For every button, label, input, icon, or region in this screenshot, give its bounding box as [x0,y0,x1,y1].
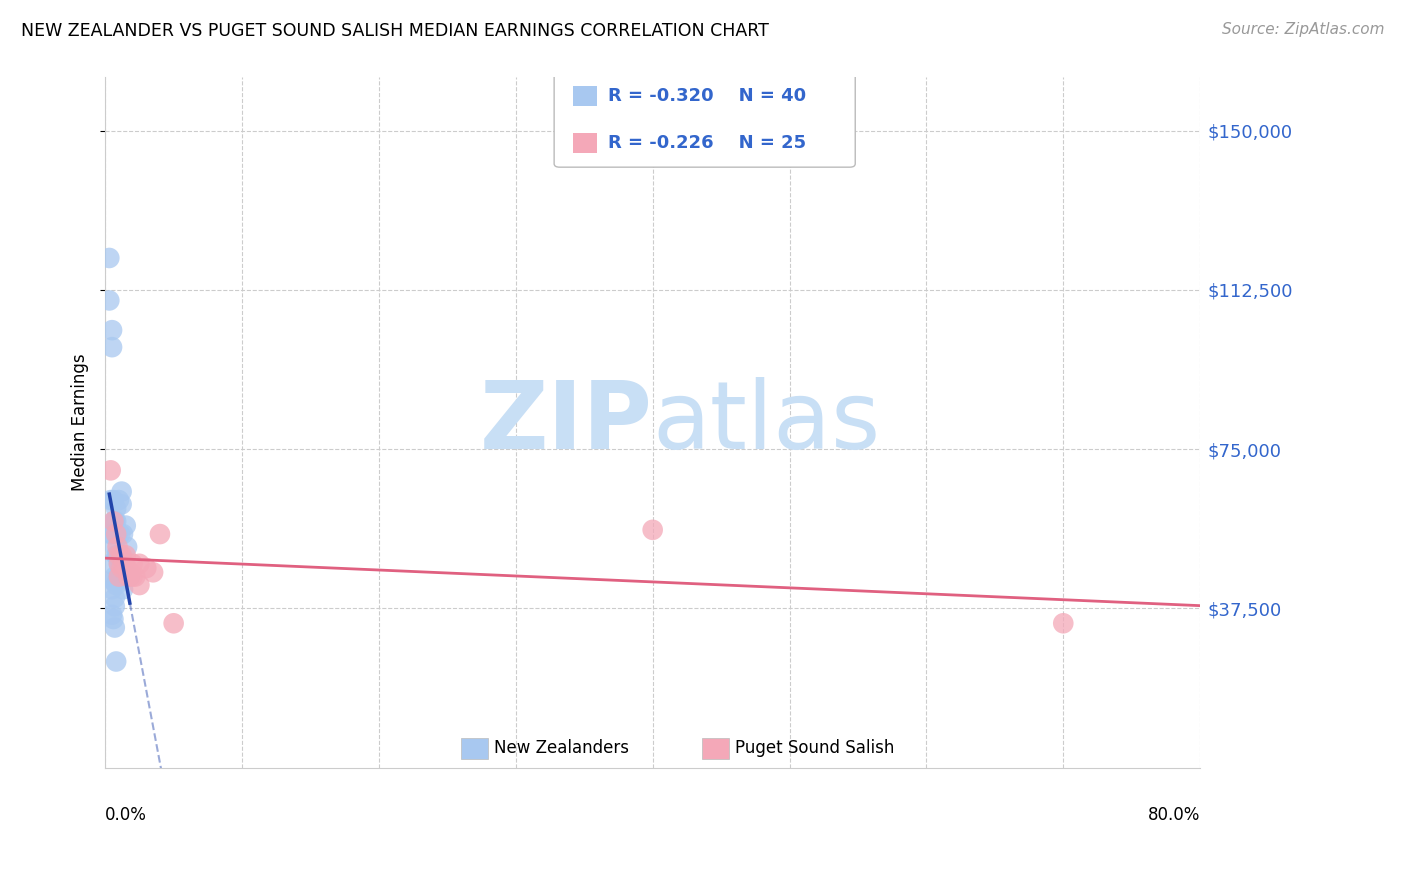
Text: New Zealanders: New Zealanders [494,739,628,757]
Text: 80.0%: 80.0% [1147,805,1201,823]
Point [103,574,125,588]
Point [114,518,136,533]
Point [105,655,128,669]
Point [107,549,129,563]
Point [115,540,138,554]
Text: Source: ZipAtlas.com: Source: ZipAtlas.com [1222,22,1385,37]
Bar [461,738,488,759]
Text: R = -0.320    N = 40: R = -0.320 N = 40 [607,87,806,105]
Text: atlas: atlas [652,376,882,468]
Point [108,557,131,571]
Text: R = -0.226    N = 25: R = -0.226 N = 25 [607,134,806,152]
Point [111,484,134,499]
Point [108,493,131,508]
Bar [702,738,730,759]
Point [111,561,134,575]
Y-axis label: Median Earnings: Median Earnings [72,354,89,491]
Point [105,549,128,563]
Point [135,561,157,575]
Point [101,340,124,354]
Point [108,557,131,571]
Point [104,540,127,554]
Point [103,514,125,528]
Point [104,599,127,614]
Point [100,557,122,571]
Point [101,527,124,541]
Point [111,549,134,563]
Point [103,493,125,508]
Point [107,574,129,588]
Point [100,527,122,541]
Point [104,569,127,583]
Point [103,514,125,528]
Point [108,569,131,583]
Point [104,591,127,605]
Point [118,569,141,583]
Point [111,527,134,541]
Point [108,549,131,563]
Point [104,621,127,635]
Text: NEW ZEALANDER VS PUGET SOUND SALISH MEDIAN EARNINGS CORRELATION CHART: NEW ZEALANDER VS PUGET SOUND SALISH MEDI… [21,22,769,40]
Point [114,549,136,563]
Point [121,557,143,571]
Point [111,582,134,597]
Point [105,527,128,541]
Point [128,557,150,571]
Point [117,569,139,583]
Bar [572,86,596,106]
Text: Puget Sound Salish: Puget Sound Salish [735,739,894,757]
Point [101,607,124,622]
Point [98,293,121,308]
Point [104,514,127,528]
Point [101,323,124,337]
Point [163,616,186,631]
Point [110,527,132,541]
Point [112,557,135,571]
Point [124,569,146,583]
FancyBboxPatch shape [554,67,855,167]
Bar [572,133,596,153]
Point [100,463,122,477]
Point [107,527,129,541]
Point [105,514,128,528]
Point [128,578,150,592]
Point [105,578,128,592]
Point [98,251,121,265]
Point [149,527,172,541]
Point [107,540,129,554]
Point [1052,616,1074,631]
Point [108,569,131,583]
Point [111,497,134,511]
Point [121,569,143,583]
Point [105,501,128,516]
Text: ZIP: ZIP [479,376,652,468]
Point [103,612,125,626]
Text: 0.0%: 0.0% [105,805,148,823]
Point [118,566,141,580]
Point [115,561,138,575]
Point [641,523,664,537]
Point [101,582,124,597]
Point [142,566,165,580]
Point [100,493,122,508]
Point [112,569,135,583]
